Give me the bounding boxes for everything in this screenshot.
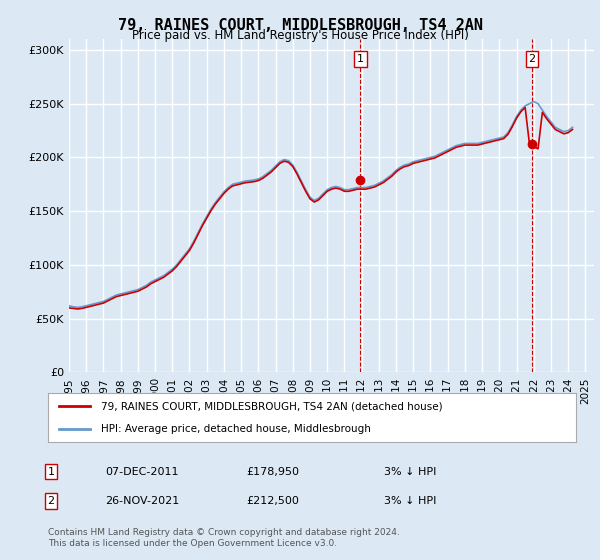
Text: 79, RAINES COURT, MIDDLESBROUGH, TS4 2AN (detached house): 79, RAINES COURT, MIDDLESBROUGH, TS4 2AN…	[101, 402, 442, 412]
Text: Price paid vs. HM Land Registry's House Price Index (HPI): Price paid vs. HM Land Registry's House …	[131, 29, 469, 42]
Text: 2: 2	[529, 54, 536, 64]
Text: HPI: Average price, detached house, Middlesbrough: HPI: Average price, detached house, Midd…	[101, 424, 371, 434]
Text: 3% ↓ HPI: 3% ↓ HPI	[384, 466, 436, 477]
Text: 2: 2	[47, 496, 55, 506]
Text: £178,950: £178,950	[246, 466, 299, 477]
Text: 1: 1	[47, 466, 55, 477]
Text: 07-DEC-2011: 07-DEC-2011	[105, 466, 179, 477]
Text: £212,500: £212,500	[246, 496, 299, 506]
Text: 1: 1	[357, 54, 364, 64]
Text: 3% ↓ HPI: 3% ↓ HPI	[384, 496, 436, 506]
Text: Contains HM Land Registry data © Crown copyright and database right 2024.
This d: Contains HM Land Registry data © Crown c…	[48, 528, 400, 548]
Text: 79, RAINES COURT, MIDDLESBROUGH, TS4 2AN: 79, RAINES COURT, MIDDLESBROUGH, TS4 2AN	[118, 18, 482, 33]
Text: 26-NOV-2021: 26-NOV-2021	[105, 496, 179, 506]
